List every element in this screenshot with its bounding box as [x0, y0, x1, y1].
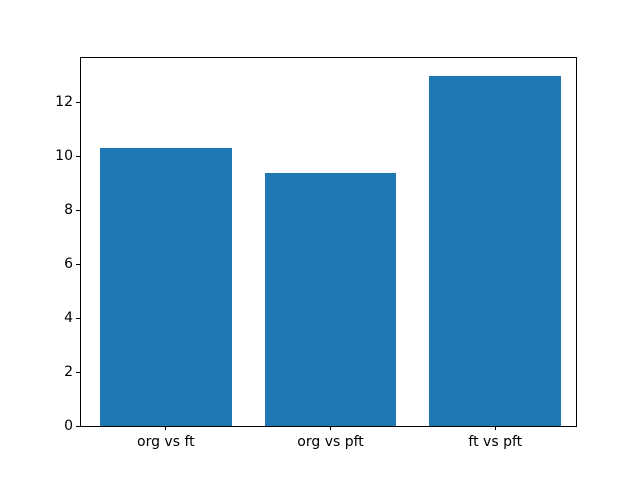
axes: org vs ft org vs pft ft vs pft 0 2 4 6 8 10 12 — [55, 57, 577, 449]
y-tick-label: 6 — [64, 256, 73, 273]
x-tick-mark — [330, 426, 332, 430]
y-tick-mark — [76, 209, 80, 211]
y-tick-mark — [76, 425, 80, 427]
bar-org-vs-pft — [264, 172, 397, 426]
x-tick-mark — [494, 426, 496, 430]
x-tick-label: org vs pft — [297, 434, 364, 450]
y-tick-mark — [76, 263, 80, 265]
x-tick-mark — [165, 426, 167, 430]
y-tick-mark — [76, 101, 80, 103]
y-tick-label: 4 — [64, 310, 73, 327]
y-tick-label: 0 — [64, 418, 73, 434]
x-tick-label: ft vs pft — [468, 434, 523, 450]
y-tick-mark — [76, 317, 80, 319]
bar-org-vs-ft — [99, 148, 232, 426]
y-tick-label: 8 — [64, 202, 73, 219]
y-tick-label: 10 — [55, 148, 73, 165]
bar-ft-vs-pft — [429, 75, 562, 426]
y-tick-mark — [76, 371, 80, 373]
y-tick-label: 12 — [55, 94, 73, 111]
y-tick-label: 2 — [64, 364, 73, 381]
x-tick-label: org vs ft — [137, 434, 195, 450]
y-tick-mark — [76, 155, 80, 157]
